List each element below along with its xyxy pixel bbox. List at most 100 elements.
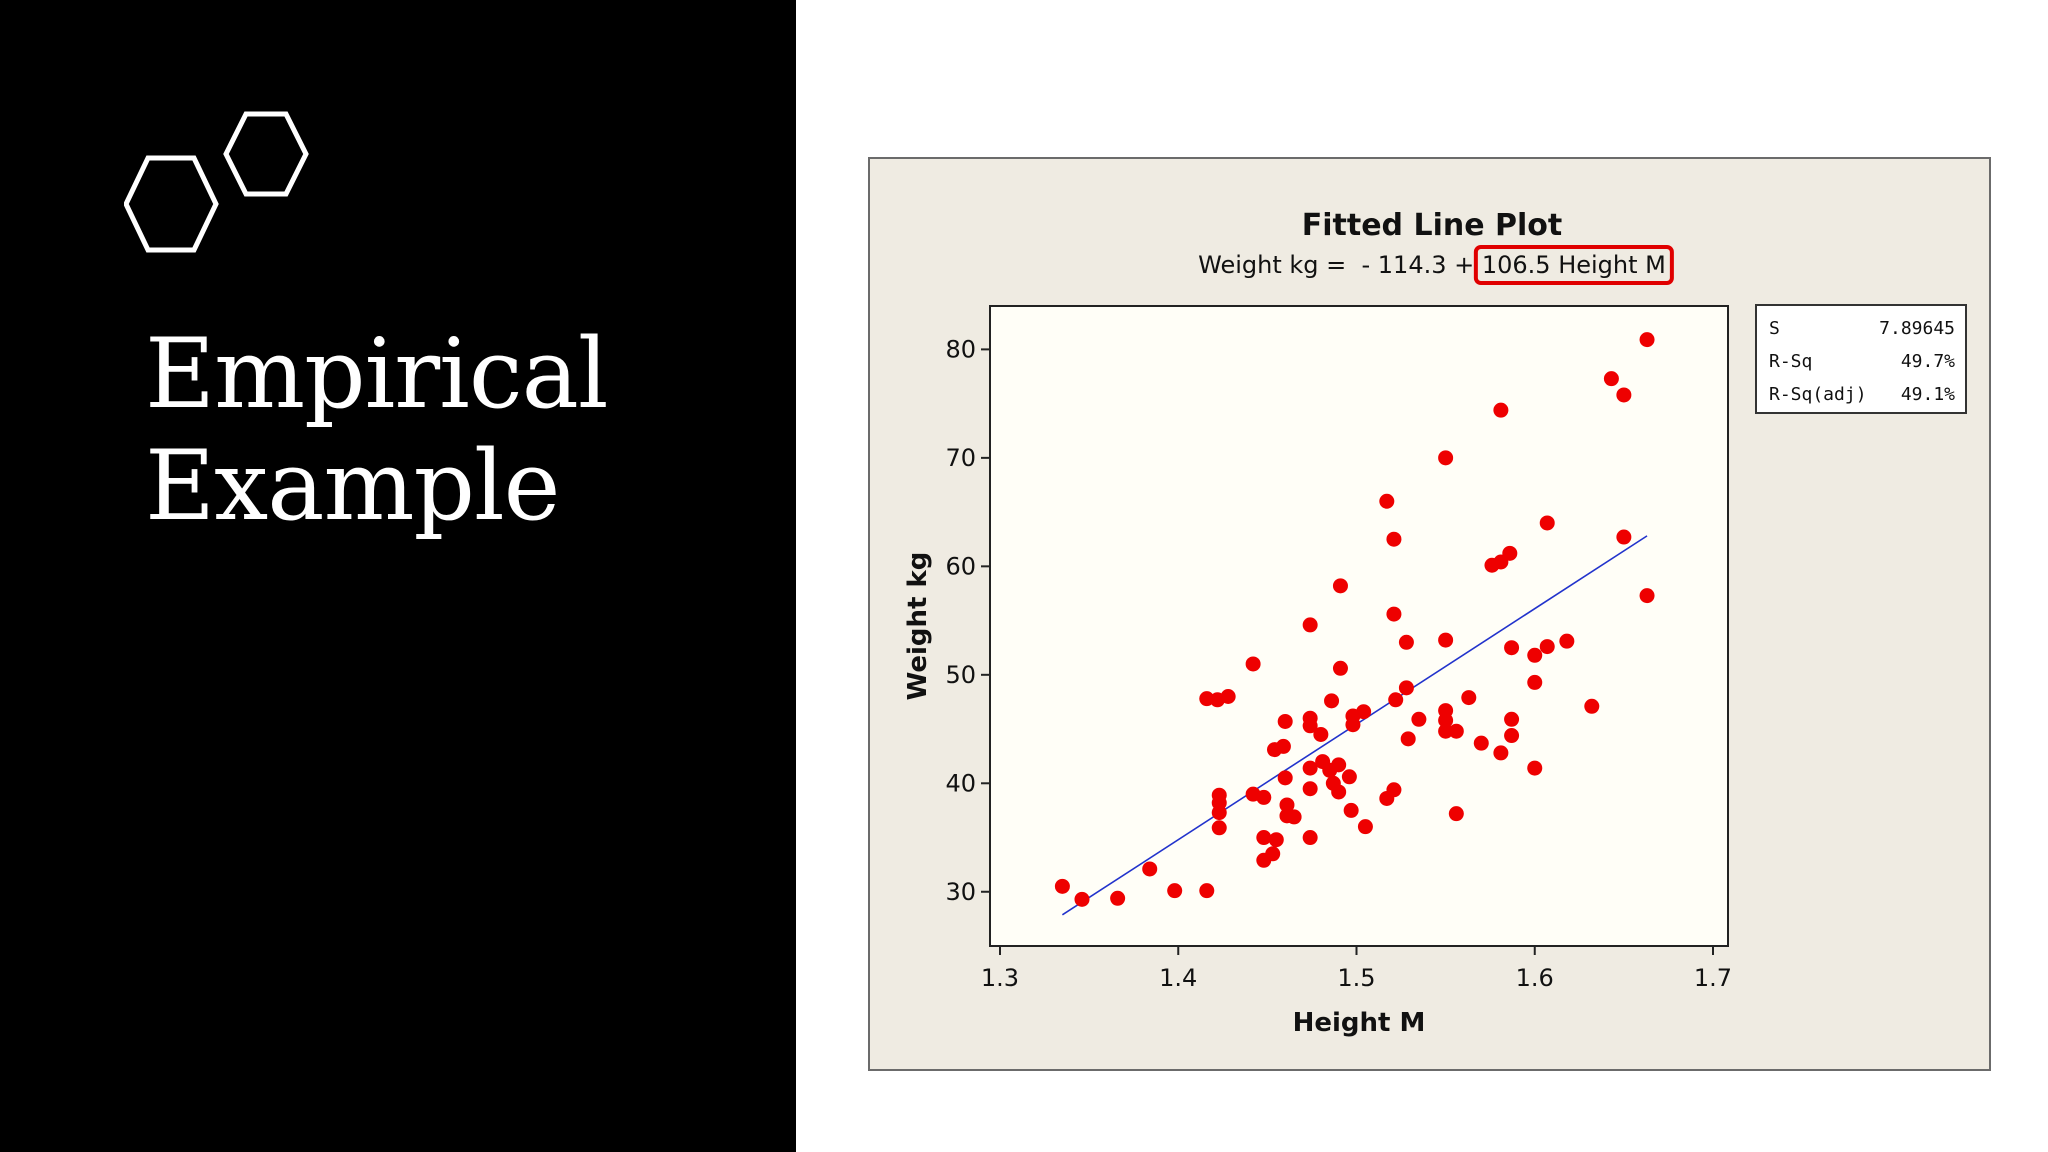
stat-row: S 7.89645 (1769, 312, 1955, 345)
data-point (1639, 588, 1655, 604)
data-point (1539, 515, 1555, 531)
x-tick-label: 1.4 (1159, 964, 1197, 992)
data-point (1110, 890, 1126, 906)
data-point (1386, 531, 1402, 547)
y-tick-label: 30 (945, 878, 976, 906)
x-tick-label: 1.5 (1337, 964, 1375, 992)
y-tick-label: 60 (945, 552, 976, 580)
data-point (1504, 728, 1520, 744)
data-point (1438, 450, 1454, 466)
stat-label: S (1769, 318, 1780, 339)
data-point (1438, 632, 1454, 648)
data-point (1199, 883, 1215, 899)
stat-label: R-Sq(adj) (1769, 384, 1867, 405)
data-point (1473, 735, 1489, 751)
data-point (1527, 647, 1543, 663)
stat-value: 49.1% (1900, 384, 1955, 405)
data-point (1386, 782, 1402, 798)
data-point (1279, 797, 1295, 813)
y-tick-label: 40 (945, 769, 976, 797)
data-point (1054, 878, 1070, 894)
data-point (1493, 745, 1509, 761)
data-point (1302, 781, 1318, 797)
data-point (1616, 387, 1632, 403)
x-axis-label: Height M (1293, 1008, 1426, 1038)
fitted-line-plot: Fitted Line Plot Weight kg = - 114.3 + 1… (903, 208, 1732, 1038)
data-point (1245, 656, 1261, 672)
data-point (1616, 529, 1632, 545)
data-point (1448, 806, 1464, 822)
data-point (1493, 402, 1509, 418)
data-point (1357, 819, 1373, 835)
data-point (1268, 832, 1284, 848)
data-point (1313, 726, 1329, 742)
data-point (1211, 820, 1227, 836)
data-point (1504, 640, 1520, 656)
chart-title: Fitted Line Plot (1302, 208, 1563, 243)
left-panel: Empirical Example (0, 0, 796, 1152)
data-point (1527, 674, 1543, 690)
data-point (1539, 639, 1555, 655)
data-point (1167, 883, 1183, 899)
data-point (1398, 634, 1414, 650)
data-point (1277, 770, 1293, 786)
data-point (1356, 704, 1372, 720)
data-point (1341, 769, 1357, 785)
stats-box: S 7.89645 R-Sq 49.7% R-Sq(adj) 49.1% (1755, 304, 1967, 414)
equation-highlight-box (1473, 245, 1674, 285)
data-point (1639, 332, 1655, 348)
data-point (1256, 789, 1272, 805)
data-point (1400, 731, 1416, 747)
data-point (1388, 692, 1404, 708)
data-point (1527, 760, 1543, 776)
data-point (1461, 690, 1477, 706)
y-tick-label: 70 (945, 444, 976, 472)
equation-prefix: Weight kg = - 114.3 + (1198, 251, 1482, 279)
data-point (1211, 805, 1227, 821)
stat-value: 49.7% (1900, 351, 1955, 372)
stat-label: R-Sq (1769, 351, 1813, 372)
chart-frame: Fitted Line Plot Weight kg = - 114.3 + 1… (868, 157, 1991, 1071)
data-point (1074, 891, 1090, 907)
data-point (1324, 693, 1340, 709)
data-point (1438, 723, 1454, 739)
data-point (1343, 802, 1359, 818)
data-point (1332, 578, 1348, 594)
data-point (1559, 633, 1575, 649)
data-point (1584, 698, 1600, 714)
data-point (1302, 830, 1318, 846)
data-point (1332, 660, 1348, 676)
data-point (1504, 711, 1520, 727)
slide-title: Empirical Example (145, 318, 609, 542)
data-point (1277, 713, 1293, 729)
plot-area (989, 305, 1729, 947)
y-tick-label: 50 (945, 661, 976, 689)
data-point (1142, 861, 1158, 877)
data-point (1286, 809, 1302, 825)
data-point (1220, 689, 1236, 705)
slide-title-line-1: Empirical (145, 318, 609, 430)
hexagon-pair-icon (124, 111, 309, 253)
data-point (1411, 711, 1427, 727)
data-point (1275, 738, 1291, 754)
x-tick-label: 1.6 (1516, 964, 1554, 992)
data-point (1302, 617, 1318, 633)
data-point (1386, 606, 1402, 622)
equation-highlight: 106.5 Height M (1482, 251, 1666, 279)
stat-value: 7.89645 (1879, 318, 1955, 339)
data-point (1603, 371, 1619, 387)
data-point (1331, 757, 1347, 773)
stat-row: R-Sq 49.7% (1769, 345, 1955, 378)
data-point (1448, 723, 1464, 739)
chart-equation: Weight kg = - 114.3 + 106.5 Height M (1198, 251, 1666, 279)
slide-title-line-2: Example (145, 430, 560, 542)
data-point (1302, 718, 1318, 734)
stat-row: R-Sq(adj) 49.1% (1769, 378, 1955, 411)
data-point (1265, 846, 1281, 862)
data-point (1302, 760, 1318, 776)
y-tick-label: 80 (945, 335, 976, 363)
data-point (1331, 784, 1347, 800)
data-point (1256, 830, 1272, 846)
data-point (1398, 680, 1414, 696)
x-tick-label: 1.3 (981, 964, 1019, 992)
